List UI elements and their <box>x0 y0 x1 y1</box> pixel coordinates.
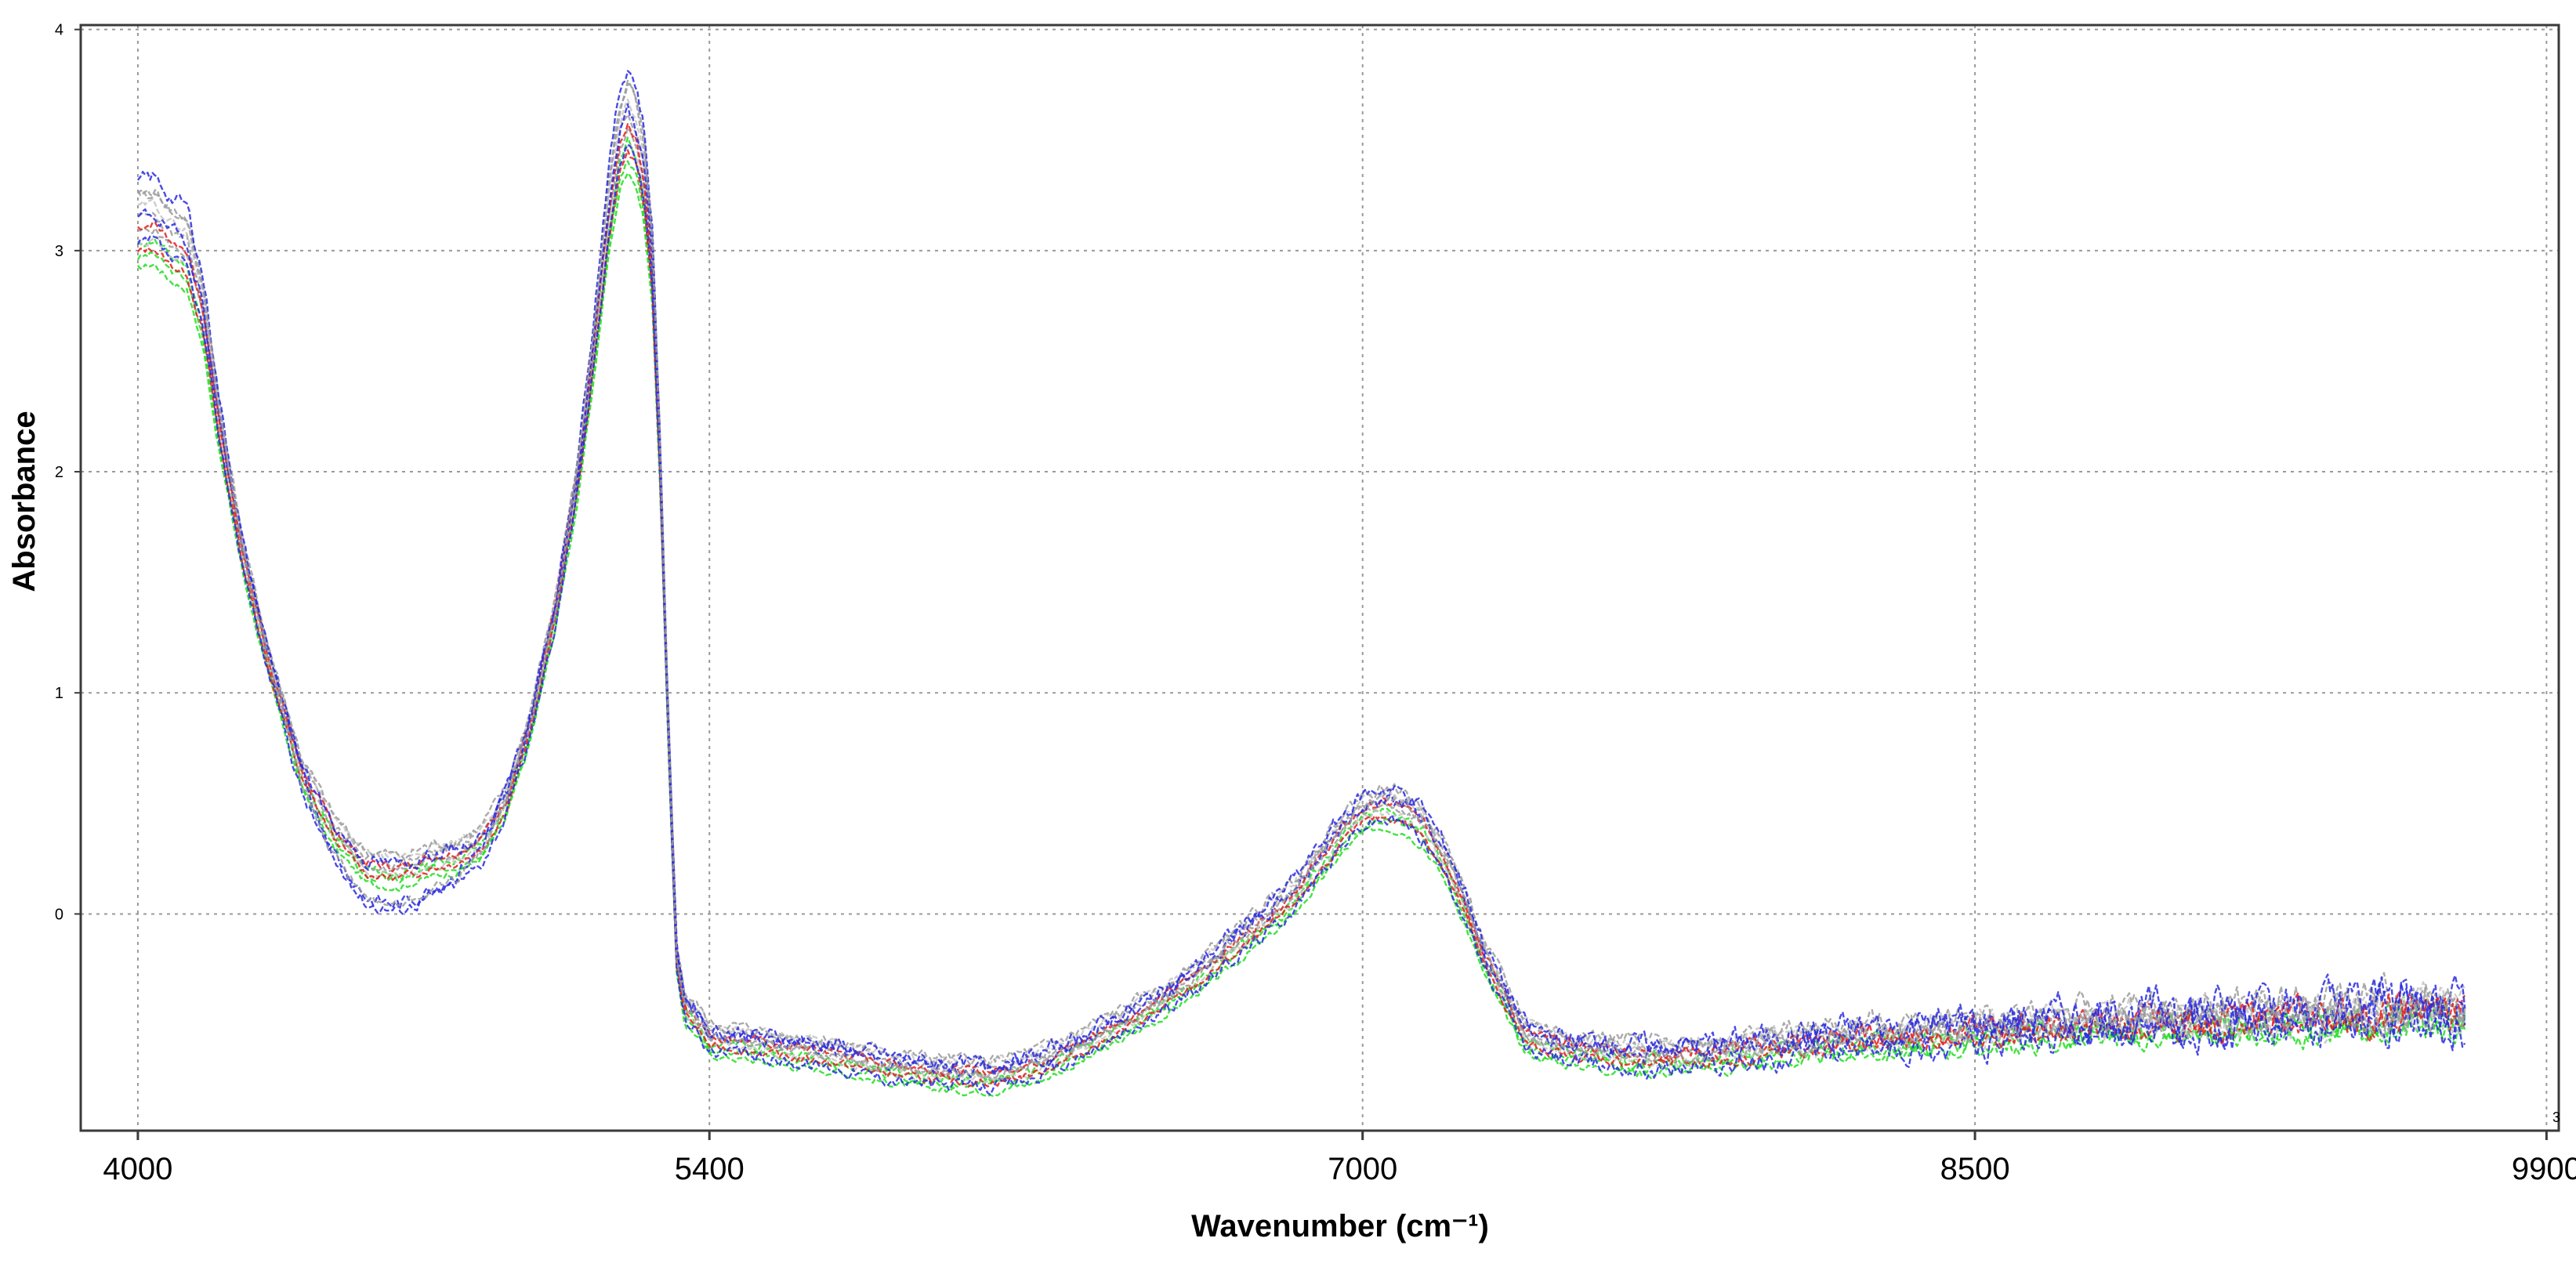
y-tick-label: 2 <box>55 464 63 481</box>
x-tick-label: 9900 <box>2512 1152 2576 1186</box>
x-tick-label: 5400 <box>675 1152 745 1186</box>
y-tick-label: 4 <box>55 22 63 39</box>
y-axis-title: Absorbance <box>7 411 42 592</box>
x-axis-title: Wavenumber (cm⁻¹) <box>1191 1209 1489 1243</box>
spectrum-line <box>136 82 2466 1066</box>
grid-lines <box>81 25 2559 1131</box>
spectrum-line <box>136 172 2466 1097</box>
y-tick-label: 1 <box>55 685 63 702</box>
spectrum-line <box>136 70 2466 1075</box>
x-tick-label: 8500 <box>1940 1152 2010 1186</box>
y-tick-label: 3 <box>55 243 63 260</box>
spectrum-line <box>136 143 2466 1096</box>
axis-ticks: 4000 5400 7000 8500 9900 0 1 2 3 4 <box>55 22 2576 1186</box>
spectra-series <box>136 70 2466 1097</box>
x-tick-label: 7000 <box>1328 1152 1397 1186</box>
plot-frame <box>79 24 2560 1132</box>
y-tick-label: 0 <box>55 906 63 923</box>
spectrum-line <box>137 103 2466 1079</box>
corner-mark: 3 <box>2552 1110 2560 1125</box>
spectrum-line <box>136 149 2466 1088</box>
x-tick-label: 4000 <box>103 1152 172 1186</box>
spectrum-line <box>137 79 2466 1081</box>
